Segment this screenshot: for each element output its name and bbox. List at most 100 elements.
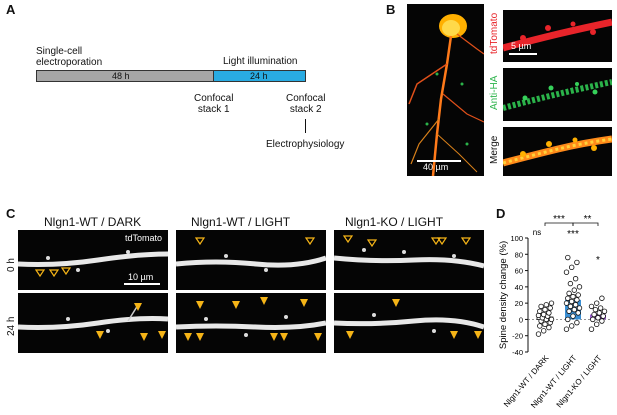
sig-label-ns: ns — [533, 228, 541, 237]
data-point — [574, 297, 580, 303]
light-illumination-label: Light illumination — [223, 56, 298, 67]
condition-1-title: Nlgn1-WT / DARK — [44, 215, 142, 229]
scale-bar-10um — [124, 283, 160, 285]
data-point — [541, 311, 547, 318]
y-tick-label: 20 — [515, 299, 523, 308]
data-point — [570, 293, 576, 300]
tdtomato-image-label: tdTomato — [124, 233, 162, 243]
data-point — [592, 306, 599, 313]
data-point — [567, 280, 574, 287]
image-wt-light-24h — [176, 293, 326, 353]
data-point — [590, 316, 596, 323]
electroporation-label: Single-cell electroporation — [36, 46, 103, 68]
scale-bar-5um — [509, 53, 537, 55]
timeline-48h-label: 48 h — [112, 71, 130, 81]
image-ko-light-0h — [334, 230, 484, 290]
tdtomato-channel-label: tdTomato — [489, 12, 500, 54]
dendrite-ko-light-24h — [334, 299, 484, 339]
anti-ha-channel-label: Anti-HA — [489, 75, 500, 110]
data-point — [571, 306, 577, 313]
tdtomato-channel-image: 5 µm — [503, 10, 612, 62]
data-point — [537, 323, 543, 329]
data-point — [599, 295, 605, 301]
data-point — [537, 308, 543, 314]
data-point — [541, 328, 547, 334]
data-point — [546, 324, 552, 331]
electrophysiology-label: Electrophysiology — [266, 139, 345, 150]
dendrite-ko-light-0h — [334, 235, 484, 269]
data-point — [570, 313, 576, 319]
confocal-stack-1-label: Confocal stack 1 — [194, 93, 234, 115]
data-point — [565, 295, 571, 301]
data-point — [572, 302, 579, 308]
data-point — [543, 302, 549, 308]
data-point — [568, 298, 575, 305]
x-category-label: Nlgn1-KO / LIGHT — [555, 353, 604, 409]
data-point — [593, 300, 600, 306]
merge-channel-image — [503, 127, 612, 176]
data-point — [542, 306, 548, 313]
merge-dendrite-drawing — [503, 135, 612, 167]
y-tick-label: -40 — [512, 348, 523, 357]
y-tick-label: 60 — [515, 267, 523, 276]
y-tick-label: 80 — [515, 250, 523, 259]
data-point — [601, 308, 608, 314]
data-point — [574, 259, 580, 266]
anti-ha-channel-image — [503, 68, 612, 121]
confocal-stack-2-label: Confocal stack 2 — [286, 93, 326, 115]
scale-10um-label: 10 µm — [128, 272, 154, 282]
data-point — [566, 290, 572, 297]
neuron-overview-image: 40 µm — [407, 4, 484, 176]
y-tick-label: 0 — [519, 315, 523, 324]
data-point — [599, 318, 605, 324]
data-point — [563, 300, 570, 306]
neuron-overview-drawing — [408, 14, 484, 176]
sig-label-1-2: *** — [553, 214, 565, 225]
bracket-2-3 — [572, 222, 599, 226]
data-point — [571, 287, 577, 293]
image-ko-light-24h — [334, 293, 484, 353]
data-point — [596, 310, 602, 316]
sig-label-2-3: ** — [584, 214, 592, 225]
image-wt-light-0h — [176, 230, 326, 290]
y-axis-label: Spine density change (%) — [498, 241, 509, 349]
scale-40um-label: 40 µm — [423, 162, 449, 172]
data-point — [565, 316, 571, 323]
data-point — [575, 310, 581, 316]
panel-c-label: C — [6, 206, 16, 221]
row-24h-label: 24 h — [6, 316, 17, 336]
dendrite-dark-24h — [18, 303, 168, 341]
data-point — [547, 305, 553, 311]
data-point — [574, 319, 580, 326]
timeline-24h-label: 24 h — [250, 71, 268, 81]
data-point — [575, 292, 581, 298]
row-0h-label: 0 h — [6, 258, 17, 272]
panel-a-label: A — [6, 2, 16, 17]
data-point — [588, 326, 595, 332]
image-dark-24h — [18, 293, 168, 353]
sig-label-group3: * — [596, 255, 600, 266]
data-point — [535, 331, 542, 337]
y-tick-label: 40 — [515, 283, 523, 292]
data-point — [597, 305, 604, 311]
data-point — [538, 303, 544, 310]
condition-3-title: Nlgn1-KO / LIGHT — [345, 215, 444, 229]
y-tick-label: -20 — [512, 332, 523, 341]
data-point — [548, 316, 555, 323]
data-point — [568, 264, 575, 271]
panel-d-label: D — [496, 206, 506, 221]
data-point — [563, 326, 570, 332]
ephys-connector-line — [305, 119, 306, 133]
scale-5um-label: 5 µm — [511, 41, 532, 51]
dendrite-dark-0h — [18, 250, 168, 278]
tdtomato-dendrite-drawing — [503, 18, 612, 52]
sig-label-group2: *** — [567, 229, 579, 240]
data-point — [588, 303, 595, 310]
data-point — [563, 269, 570, 275]
anti-ha-dendrite-drawing — [503, 79, 612, 111]
data-point — [576, 305, 583, 311]
data-point — [572, 276, 579, 282]
panel-b-label: B — [386, 2, 396, 17]
image-dark-0h: tdTomato 10 µm — [18, 230, 168, 290]
data-point — [565, 254, 571, 261]
